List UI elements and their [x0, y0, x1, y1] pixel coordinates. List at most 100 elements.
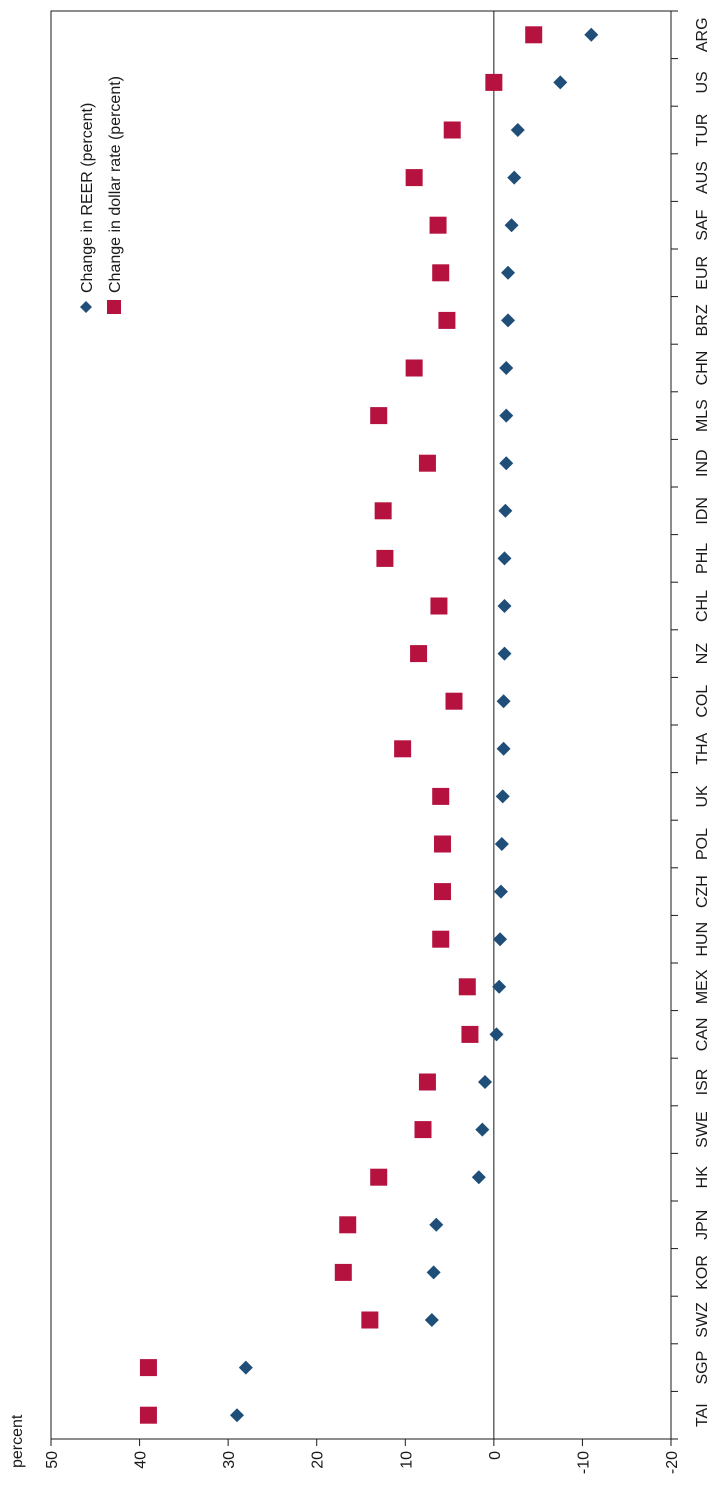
reer-change-marker — [553, 75, 568, 90]
dollar-rate-change-marker — [432, 264, 450, 282]
reer-change-marker — [501, 313, 516, 328]
dollar-rate-change-marker — [443, 121, 461, 139]
category-label: THA — [694, 732, 709, 764]
reer-change-marker — [429, 1217, 444, 1232]
dollar-rate-change-marker — [139, 1359, 157, 1377]
dollar-rate-change-marker — [410, 645, 428, 663]
legend-reer-marker — [80, 301, 92, 313]
series-markers — [139, 26, 599, 1424]
category-label: ISR — [694, 1069, 709, 1096]
category-label: CZH — [694, 875, 709, 908]
dollar-rate-change-marker — [432, 787, 450, 805]
plot-area — [50, 10, 678, 1446]
reer-change-marker — [496, 741, 511, 756]
reer-change-marker — [584, 27, 599, 42]
reer-change-marker — [424, 1313, 439, 1327]
reer-change-marker — [489, 1027, 504, 1042]
category-label: SWE — [694, 1111, 709, 1147]
dollar-rate-change-marker — [430, 597, 448, 615]
value-tick-label: -10 — [575, 1451, 592, 1474]
reer-change-marker — [499, 408, 514, 423]
dollar-rate-change-marker — [433, 835, 451, 853]
reer-change-marker — [494, 837, 509, 851]
reer-change-marker — [499, 361, 514, 375]
reer-change-marker — [230, 1408, 244, 1423]
value-axis-unit-label: percent — [9, 1414, 26, 1468]
dollar-rate-change-marker — [361, 1311, 379, 1329]
legend: Change in REER (percent) Change in dollar… — [79, 76, 124, 314]
category-label: MEX — [694, 969, 709, 1004]
dollar-rate-change-marker — [418, 1073, 436, 1091]
reer-change-marker — [475, 1122, 490, 1137]
category-label: US — [694, 71, 709, 93]
reer-change-marker — [497, 646, 512, 661]
dollar-rate-change-marker — [339, 1216, 357, 1234]
value-tick-label: -20 — [664, 1451, 681, 1474]
dollar-rate-change-marker — [429, 216, 447, 234]
dollar-rate-change-marker — [432, 930, 450, 948]
reer-change-marker — [493, 932, 508, 947]
reer-change-marker — [496, 694, 511, 709]
category-label: TAI — [694, 1403, 709, 1427]
value-tick-label: 50 — [44, 1451, 61, 1469]
dollar-rate-change-marker — [405, 169, 423, 187]
category-label: MLS — [694, 399, 709, 432]
dollar-rate-change-marker — [461, 1025, 479, 1043]
category-label: UK — [694, 785, 709, 808]
dollar-rate-change-marker — [376, 549, 394, 567]
reer-change-marker — [510, 123, 525, 137]
dollar-rate-change-marker — [458, 978, 476, 996]
dollar-rate-change-marker — [374, 502, 392, 520]
dollar-rate-change-marker — [414, 1121, 432, 1139]
category-label: POL — [694, 828, 709, 860]
value-tick-label: 0 — [487, 1451, 504, 1460]
reer-change-marker — [471, 1170, 486, 1185]
reer-change-marker — [238, 1360, 253, 1375]
category-label: HUN — [694, 922, 709, 957]
dollar-rate-change-marker — [370, 407, 388, 425]
reer-change-marker — [507, 170, 522, 185]
reer-change-marker — [497, 599, 512, 613]
dollar-rate-change-marker — [405, 359, 423, 377]
category-label: PHL — [694, 543, 709, 574]
category-label: SAF — [694, 209, 709, 240]
category-label: IDN — [694, 497, 709, 525]
dollar-rate-change-marker — [394, 740, 412, 758]
dollar-rate-change-marker — [370, 1168, 388, 1186]
reer-change-marker — [497, 551, 512, 566]
category-label: COL — [694, 685, 709, 718]
value-axis-labels: 50 40 30 20 10 0 -10 -20 — [44, 1451, 681, 1474]
category-label: TUR — [694, 114, 709, 147]
value-tick-label: 40 — [133, 1451, 150, 1469]
dollar-rate-change-marker — [525, 26, 543, 44]
value-tick-label: 20 — [310, 1451, 327, 1469]
dollar-rate-change-marker — [334, 1263, 352, 1281]
category-axis-labels: TAI SGP SWZ KOR JPN HK SWE ISR CAN MEX HUN CZH POL UK… — [694, 17, 709, 1427]
reer-change-marker — [426, 1265, 441, 1280]
category-axis-ticks — [671, 10, 678, 1440]
dollar-rate-change-marker — [139, 1406, 157, 1424]
category-label: KOR — [694, 1255, 709, 1290]
category-label: AUS — [694, 161, 709, 194]
legend-dollar-rate-label: Change in dollar rate (percent) — [107, 76, 124, 293]
value-axis-ticks — [50, 1439, 672, 1446]
reer-change-marker — [493, 884, 508, 899]
legend-reer-label: Change in REER (percent) — [79, 103, 96, 293]
category-label: CHN — [694, 351, 709, 386]
dollar-rate-change-marker — [485, 73, 503, 91]
reer-change-marker — [504, 218, 519, 233]
value-tick-label: 10 — [398, 1451, 415, 1469]
plot-frame — [50, 10, 672, 1440]
reer-change-marker — [499, 456, 514, 471]
category-label: EUR — [694, 256, 709, 290]
legend-dollar-rate-marker — [107, 300, 121, 314]
reer-change-marker — [495, 789, 510, 804]
reer-change-marker — [492, 979, 507, 994]
category-label: CHL — [694, 590, 709, 622]
category-label: JPN — [694, 1210, 709, 1240]
reer-change-marker — [501, 265, 516, 280]
category-label: CAN — [694, 1018, 709, 1052]
category-label: IND — [694, 449, 709, 477]
category-label: ARG — [694, 17, 709, 52]
